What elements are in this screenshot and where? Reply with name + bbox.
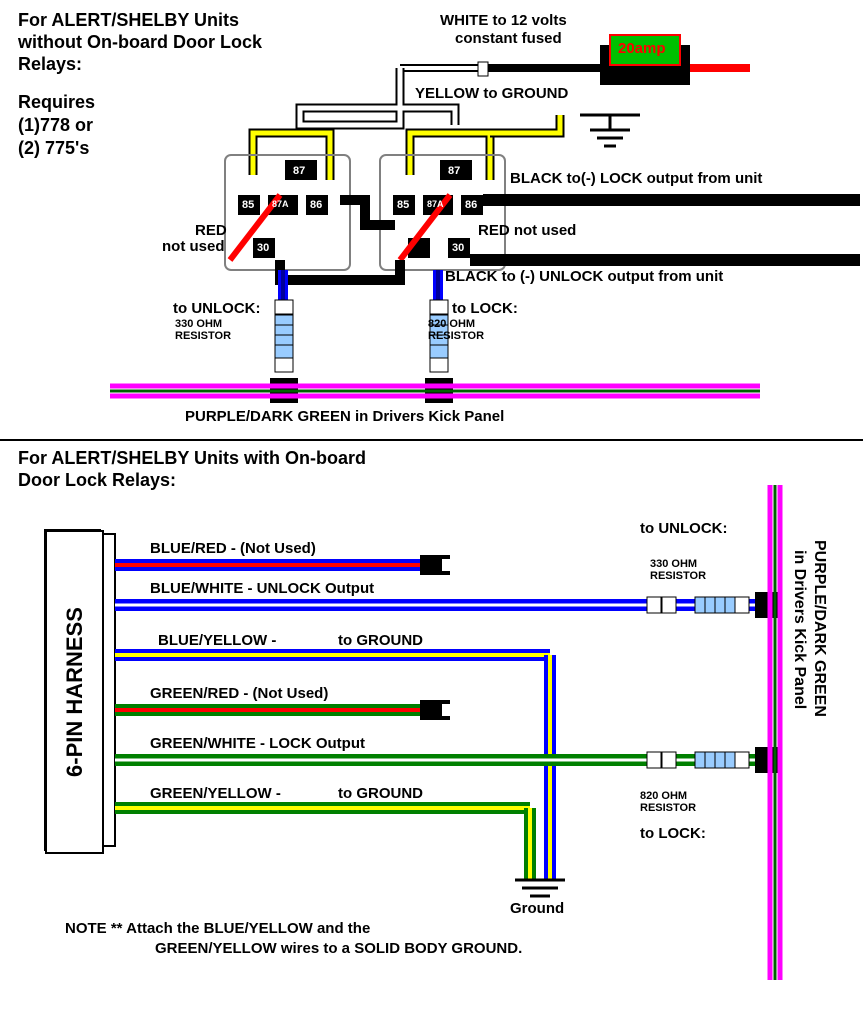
side-label2: in Drivers Kick Panel	[790, 550, 808, 709]
unlock-r1: 330 OHM	[175, 318, 222, 330]
unlock-r2: RESISTOR	[175, 330, 231, 342]
bottom-title-1: For ALERT/SHELBY Units with On-board	[18, 448, 366, 469]
pin85-2: 85	[397, 199, 409, 211]
note2: GREEN/YELLOW wires to a SOLID BODY GROUN…	[155, 940, 522, 957]
pin87-1: 87	[293, 165, 305, 177]
pin87a-2: 87A	[427, 199, 444, 209]
black-unlock: BLACK to (-) UNLOCK output from unit	[445, 268, 723, 285]
harness-label: 6-PIN HARNESS	[62, 607, 88, 777]
btm-lock-r2: RESISTOR	[640, 802, 696, 814]
wiring-diagram	[0, 0, 863, 1010]
to-unlock: to UNLOCK:	[173, 300, 260, 317]
pin86-1: 86	[310, 199, 322, 211]
red-nu-2: not used	[162, 238, 225, 255]
wire6b: to GROUND	[338, 785, 423, 802]
wire5: GREEN/WHITE - LOCK Output	[150, 735, 365, 752]
lock-r1: 820 OHM	[428, 318, 475, 330]
pin87-2: 87	[448, 165, 460, 177]
top-title-3: Relays:	[18, 54, 82, 75]
btm-lock-r1: 820 OHM	[640, 790, 687, 802]
wire3a: BLUE/YELLOW -	[158, 632, 276, 649]
wire4: GREEN/RED - (Not Used)	[150, 685, 328, 702]
btm-to-unlock: to UNLOCK:	[640, 520, 727, 537]
wire3b: to GROUND	[338, 632, 423, 649]
pin30-1: 30	[257, 242, 269, 254]
yellow-label: YELLOW to GROUND	[415, 85, 568, 102]
red-not-used-r: RED not used	[478, 222, 576, 239]
constant-fused: constant fused	[455, 30, 562, 47]
pin87a-1: 87A	[272, 199, 289, 209]
requires-3: (2) 775's	[18, 138, 89, 159]
pin85-1: 85	[242, 199, 254, 211]
btm-to-lock: to LOCK:	[640, 825, 706, 842]
btm-unlock-r1: 330 OHM	[650, 558, 697, 570]
white-label: WHITE to 12 volts	[440, 12, 567, 29]
requires-2: (1)778 or	[18, 115, 93, 136]
bottom-title-2: Door Lock Relays:	[18, 470, 176, 491]
top-title-1: For ALERT/SHELBY Units	[18, 10, 239, 31]
harness-box: 6-PIN HARNESS	[45, 530, 104, 854]
top-title-2: without On-board Door Lock	[18, 32, 262, 53]
pin86-2: 86	[465, 199, 477, 211]
red-nu-1: RED	[195, 222, 227, 239]
note1: NOTE ** Attach the BLUE/YELLOW and the	[65, 920, 370, 937]
btm-unlock-r2: RESISTOR	[650, 570, 706, 582]
side-label: PURPLE/DARK GREEN	[810, 540, 828, 717]
wire2: BLUE/WHITE - UNLOCK Output	[150, 580, 374, 597]
wire1: BLUE/RED - (Not Used)	[150, 540, 316, 557]
requires-1: Requires	[18, 92, 95, 113]
ground-label: Ground	[510, 900, 564, 917]
purple-wire: PURPLE/DARK GREEN in Drivers Kick Panel	[185, 408, 504, 425]
black-lock: BLACK to(-) LOCK output from unit	[510, 170, 762, 187]
lock-r2: RESISTOR	[428, 330, 484, 342]
to-lock: to LOCK:	[452, 300, 518, 317]
fuse-label: 20amp	[618, 40, 666, 57]
pin30-2: 30	[452, 242, 464, 254]
wire6a: GREEN/YELLOW -	[150, 785, 281, 802]
